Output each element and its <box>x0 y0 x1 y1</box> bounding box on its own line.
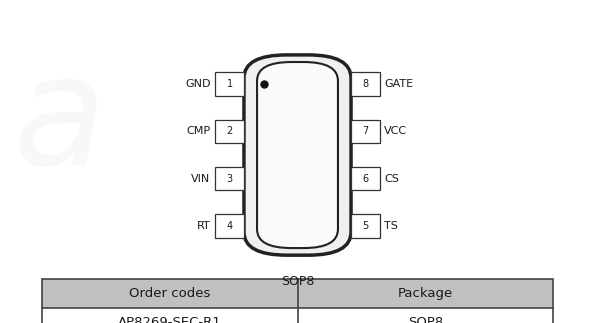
Text: GATE: GATE <box>384 79 414 89</box>
FancyBboxPatch shape <box>244 55 351 255</box>
Bar <box>215 72 244 96</box>
Bar <box>42 308 553 323</box>
Bar <box>351 120 380 143</box>
Text: CMP: CMP <box>186 127 211 136</box>
Text: 3: 3 <box>227 174 233 183</box>
Bar <box>215 120 244 143</box>
Text: 4: 4 <box>227 221 233 231</box>
Text: VIN: VIN <box>192 174 211 183</box>
Text: SOP8: SOP8 <box>408 317 443 323</box>
Text: 6: 6 <box>362 174 368 183</box>
Text: 8: 8 <box>362 79 368 89</box>
Bar <box>42 279 553 323</box>
Bar <box>42 279 553 308</box>
Text: CS: CS <box>384 174 399 183</box>
Text: 1: 1 <box>227 79 233 89</box>
Bar <box>351 72 380 96</box>
Text: SOP8: SOP8 <box>281 275 314 287</box>
Text: Order codes: Order codes <box>129 287 210 300</box>
Bar <box>351 214 380 238</box>
Text: RT: RT <box>197 221 211 231</box>
Text: TS: TS <box>384 221 398 231</box>
Bar <box>215 167 244 190</box>
Text: VCC: VCC <box>384 127 408 136</box>
Bar <box>351 167 380 190</box>
Bar <box>215 214 244 238</box>
FancyBboxPatch shape <box>257 62 338 248</box>
Text: 5: 5 <box>362 221 368 231</box>
Text: 7: 7 <box>362 127 368 136</box>
Text: GND: GND <box>185 79 211 89</box>
Text: 2: 2 <box>227 127 233 136</box>
Text: Package: Package <box>398 287 453 300</box>
Text: AP8269-SEC-R1: AP8269-SEC-R1 <box>118 317 221 323</box>
Text: a: a <box>12 48 107 197</box>
